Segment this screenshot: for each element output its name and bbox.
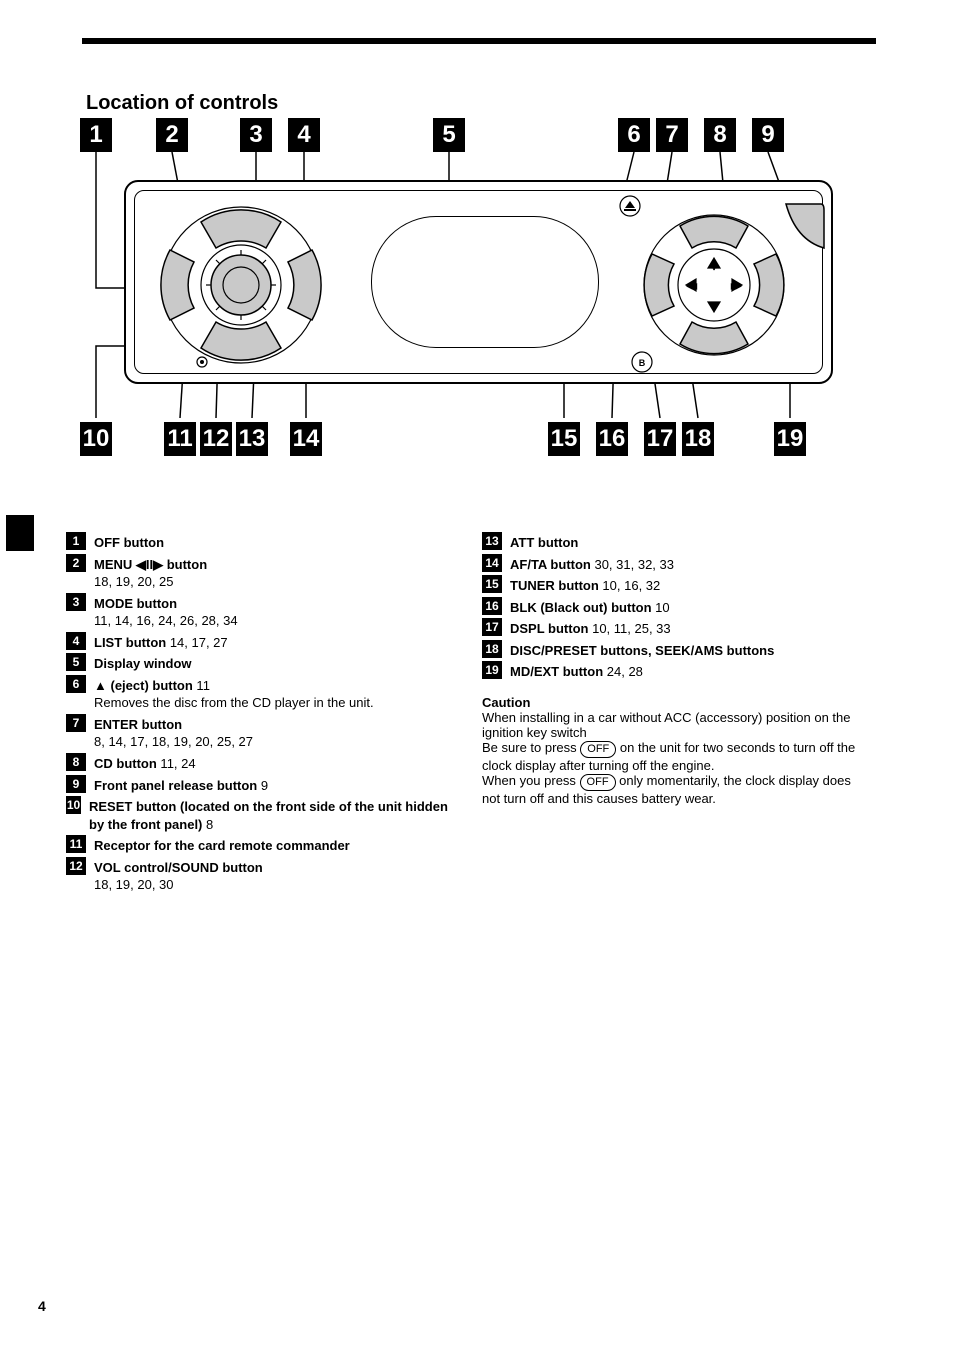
edge-tab [6, 515, 34, 551]
legend-text: VOL control/SOUND button18, 19, 20, 30 [94, 857, 263, 894]
legend-number: 16 [482, 597, 502, 615]
page-number: 4 [38, 1298, 46, 1314]
legend-text: DISC/PRESET buttons, SEEK/AMS buttons [510, 640, 774, 660]
legend-item: 14 AF/TA button 30, 31, 32, 33 [482, 554, 870, 574]
note-title: Caution [482, 695, 870, 710]
right-cluster: + − ◀◀ ▶▶ B [626, 200, 826, 375]
legend-item: 4 LIST button 14, 17, 27 [66, 632, 454, 652]
legend-text: MODE button11, 14, 16, 24, 26, 28, 34 [94, 593, 238, 630]
legend-text: ENTER button8, 14, 17, 18, 19, 20, 25, 2… [94, 714, 253, 751]
legend-text: DSPL button 10, 11, 25, 33 [510, 618, 671, 638]
legend-text: Front panel release button 9 [94, 775, 268, 795]
svg-text:B: B [639, 358, 646, 368]
legend-item: 8 CD button 11, 24 [66, 753, 454, 773]
legend-item: 11 Receptor for the card remote commander [66, 835, 454, 855]
legend-item: 7 ENTER button8, 14, 17, 18, 19, 20, 25, … [66, 714, 454, 751]
legend-text: BLK (Black out) button 10 [510, 597, 670, 617]
legend-text: OFF button [94, 532, 164, 552]
legend-number: 10 [66, 796, 81, 814]
legend-item: 13 ATT button [482, 532, 870, 552]
legend-number: 13 [482, 532, 502, 550]
left-cluster [146, 200, 336, 370]
legend-number: 9 [66, 775, 86, 793]
legend-number: 4 [66, 632, 86, 650]
legend-number: 14 [482, 554, 502, 572]
caution-note: Caution When installing in a car without… [482, 695, 870, 806]
legend-item: 5 Display window [66, 653, 454, 673]
top-rule [82, 38, 876, 44]
legend-number: 15 [482, 575, 502, 593]
legend-number: 5 [66, 653, 86, 671]
device-body: + − ◀◀ ▶▶ B [124, 180, 833, 384]
legend-text: Display window [94, 653, 192, 673]
legend-text: LIST button 14, 17, 27 [94, 632, 228, 652]
svg-text:◀◀: ◀◀ [687, 284, 697, 290]
svg-text:−: − [712, 301, 716, 308]
legend-number: 7 [66, 714, 86, 732]
legend-item: 15 TUNER button 10, 16, 32 [482, 575, 870, 595]
note-body: When installing in a car without ACC (ac… [482, 710, 870, 806]
legend-item: 6 ▲ (eject) button 11Removes the disc fro… [66, 675, 454, 712]
legend-number: 11 [66, 835, 86, 853]
svg-text:+: + [712, 265, 716, 272]
legend-text: CD button 11, 24 [94, 753, 196, 773]
legend-item: 9 Front panel release button 9 [66, 775, 454, 795]
legend-number: 18 [482, 640, 502, 658]
legend-number: 17 [482, 618, 502, 636]
legend-number: 8 [66, 753, 86, 771]
page-title: Location of controls [86, 92, 278, 115]
legend-item: 19 MD/EXT button 24, 28 [482, 661, 870, 681]
left-column: 1 OFF button 2 MENU ◀II▶ button18, 19, 20, … [66, 530, 454, 896]
legend-number: 2 [66, 554, 86, 572]
legend-item: 16 BLK (Black out) button 10 [482, 597, 870, 617]
legend-text: AF/TA button 30, 31, 32, 33 [510, 554, 674, 574]
controls-diagram: 1 2 3 4 5 6 7 8 9 10 11 12 13 14 15 16 1… [80, 118, 875, 458]
legend-text: TUNER button 10, 16, 32 [510, 575, 660, 595]
legend-item: 3 MODE button11, 14, 16, 24, 26, 28, 34 [66, 593, 454, 630]
legend-number: 3 [66, 593, 86, 611]
legend-columns: 1 OFF button 2 MENU ◀II▶ button18, 19, 20, … [66, 530, 870, 896]
legend-item: 1 OFF button [66, 532, 454, 552]
legend-item: 10 RESET button (located on the front sid… [66, 796, 454, 833]
legend-item: 18 DISC/PRESET buttons, SEEK/AMS buttons [482, 640, 870, 660]
legend-number: 19 [482, 661, 502, 679]
legend-text: ▲ (eject) button 11Removes the disc from… [94, 675, 374, 712]
legend-number: 12 [66, 857, 86, 875]
right-column: 13 ATT button 14 AF/TA button 30, 31, 32, 3… [482, 530, 870, 896]
svg-text:▶▶: ▶▶ [731, 284, 741, 290]
legend-number: 1 [66, 532, 86, 550]
legend-text: ATT button [510, 532, 578, 552]
legend-item: 12 VOL control/SOUND button18, 19, 20, 30 [66, 857, 454, 894]
legend-number: 6 [66, 675, 86, 693]
legend-item: 2 MENU ◀II▶ button18, 19, 20, 25 [66, 554, 454, 591]
legend-text: MD/EXT button 24, 28 [510, 661, 643, 681]
legend-text: RESET button (located on the front side … [89, 796, 454, 833]
legend-item: 17 DSPL button 10, 11, 25, 33 [482, 618, 870, 638]
legend-text: MENU ◀II▶ button18, 19, 20, 25 [94, 554, 207, 591]
display-window [371, 216, 599, 348]
legend-text: Receptor for the card remote commander [94, 835, 350, 855]
